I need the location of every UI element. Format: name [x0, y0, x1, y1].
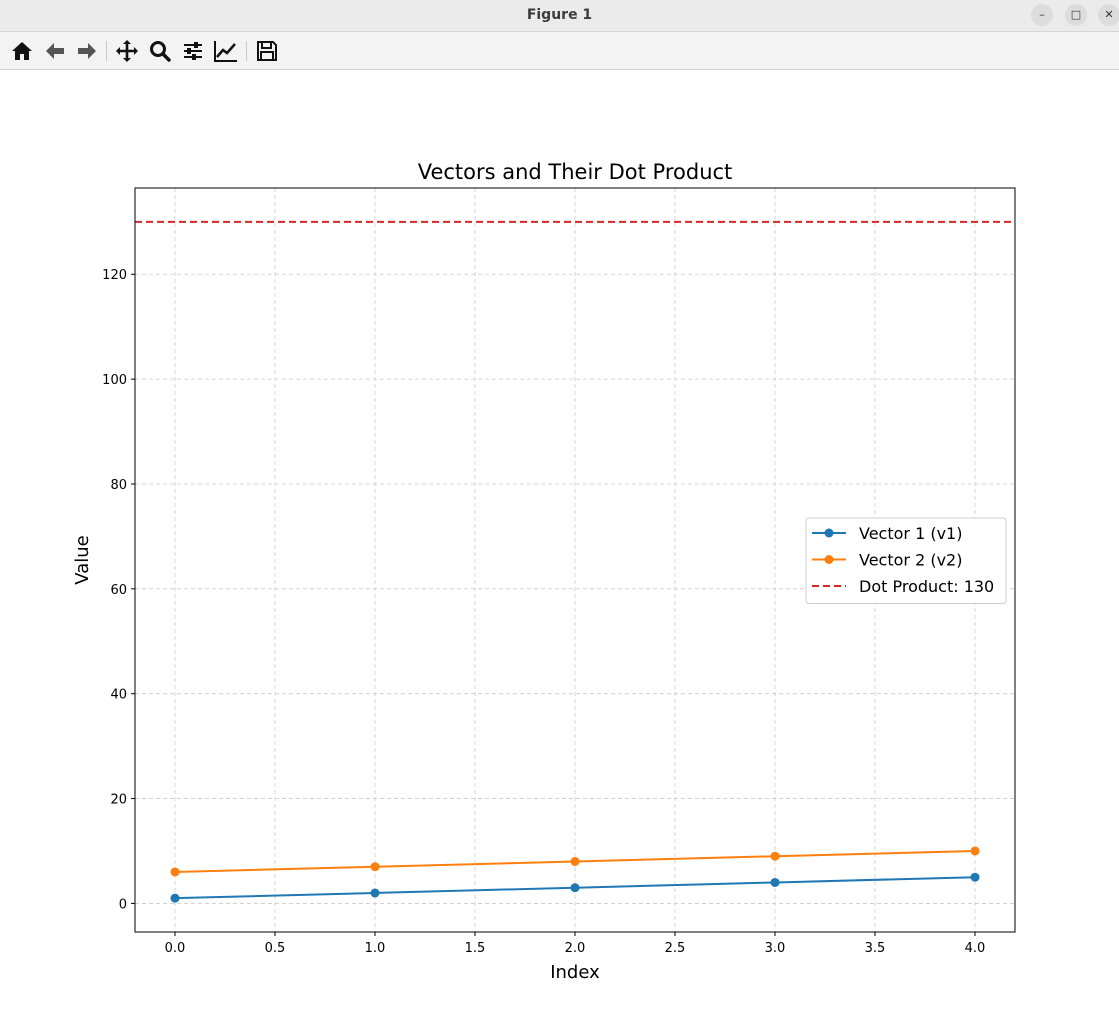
minimize-icon[interactable]: – [1031, 4, 1053, 26]
window-title: Figure 1 [526, 7, 593, 23]
data-point [370, 862, 380, 872]
save-floppy-icon[interactable] [253, 37, 281, 65]
data-point [770, 877, 780, 887]
title-bar: Figure 1 – □ ✕ [0, 0, 1119, 32]
y-tick-label: 80 [110, 478, 127, 493]
x-tick-label: 3.5 [865, 941, 886, 956]
zoom-magnifier-icon[interactable] [146, 37, 174, 65]
y-tick-label: 40 [110, 688, 127, 703]
legend-label: Vector 2 (v2) [859, 551, 962, 570]
data-point [770, 851, 780, 861]
edit-axes-icon[interactable] [212, 37, 240, 65]
pan-move-icon[interactable] [113, 37, 141, 65]
x-tick-label: 1.0 [365, 941, 386, 956]
y-tick-label: 60 [110, 583, 127, 598]
y-tick-label: 20 [110, 793, 127, 808]
maximize-icon[interactable]: □ [1065, 4, 1087, 26]
y-tick-label: 100 [102, 373, 127, 388]
y-tick-label: 0 [119, 897, 127, 912]
back-arrow-icon[interactable] [41, 37, 69, 65]
figure-canvas[interactable]: 0.0 0.5 1.0 1.5 2.0 2.5 3.0 3.5 4.0 0 20 40 60 80 100 1… [0, 70, 1119, 1035]
x-tick-label: 0.5 [265, 941, 286, 956]
x-tick-label: 2.5 [665, 941, 686, 956]
data-point [170, 867, 180, 877]
navigation-toolbar [0, 32, 1119, 70]
data-point [970, 872, 980, 882]
y-axis-label: Value [72, 535, 93, 584]
legend-label: Dot Product: 130 [859, 577, 994, 596]
line-chart: 0.0 0.5 1.0 1.5 2.0 2.5 3.0 3.5 4.0 0 20 40 60 80 100 1… [72, 160, 1016, 983]
data-point [170, 893, 180, 903]
close-icon[interactable]: ✕ [1098, 4, 1119, 26]
configure-subplots-icon[interactable] [179, 37, 207, 65]
toolbar-separator [106, 41, 107, 61]
data-point [970, 846, 980, 856]
chart-title: Vectors and Their Dot Product [418, 160, 733, 184]
x-tick-label: 0.0 [165, 941, 186, 956]
x-tick-label: 4.0 [965, 941, 986, 956]
data-point [370, 888, 380, 898]
legend-marker [824, 528, 834, 538]
x-tick-label: 1.5 [465, 941, 486, 956]
x-tick-label: 3.0 [765, 941, 786, 956]
x-axis-label: Index [550, 962, 600, 983]
legend-box [805, 517, 1007, 604]
legend-marker [824, 555, 834, 564]
y-tick-label: 120 [102, 268, 127, 283]
legend: Vector 1 (v1) Vector 2 (v2) Dot Product: 1… [805, 517, 1007, 604]
forward-arrow-icon[interactable] [73, 37, 101, 65]
legend-label: Vector 1 (v1) [859, 524, 962, 543]
data-point [570, 856, 580, 866]
home-icon[interactable] [8, 37, 36, 65]
data-point [570, 883, 580, 893]
toolbar-separator [246, 41, 247, 61]
x-tick-label: 2.0 [565, 941, 586, 956]
